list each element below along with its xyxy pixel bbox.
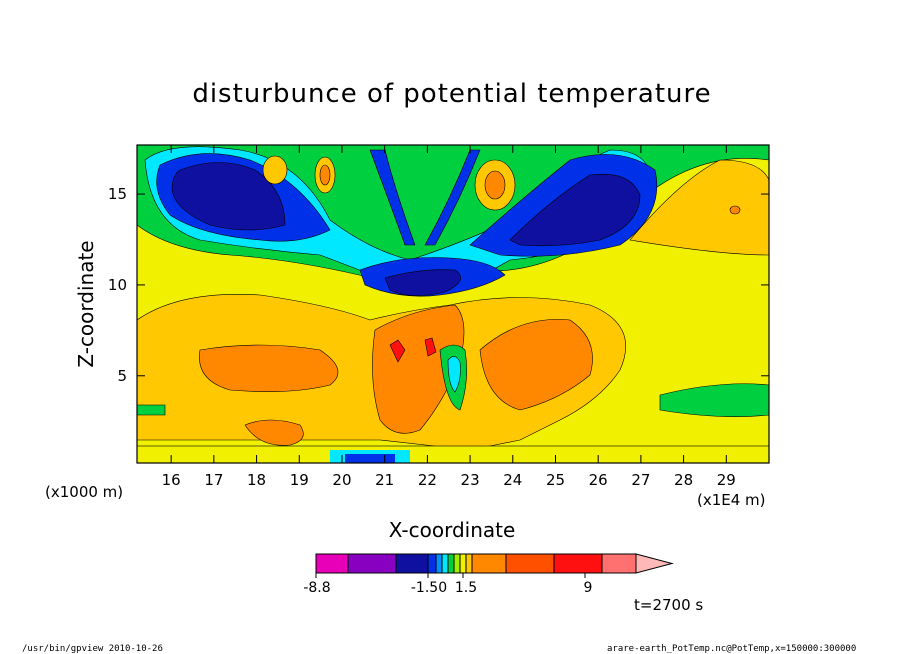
field-region <box>199 344 339 392</box>
colorbar-segment <box>435 553 443 574</box>
colorbar-tick-label: 1.5 <box>455 580 477 596</box>
field-region <box>484 170 506 200</box>
y-axis-label: Z-coordinate <box>74 240 98 367</box>
field-region <box>729 205 741 215</box>
field-region <box>137 404 166 416</box>
colorbar-segment <box>505 553 555 574</box>
x-tick-label: 21 <box>375 471 394 489</box>
colorbar-segment <box>441 553 449 574</box>
colorbar-segment <box>315 553 349 574</box>
x-unit-right: (x1E4 m) <box>697 491 766 509</box>
colorbar-tick-label: 9 <box>584 580 593 596</box>
x-tick-label: 29 <box>717 471 736 489</box>
x-tick-label: 18 <box>247 471 266 489</box>
field-region <box>319 164 331 186</box>
x-tick-label: 26 <box>589 471 608 489</box>
field-region <box>424 149 481 246</box>
field-region <box>372 304 465 434</box>
x-tick-label: 25 <box>546 471 565 489</box>
colorbar <box>315 553 674 574</box>
field-region <box>424 337 437 357</box>
colorbar-segment <box>347 553 397 574</box>
y-axis: 5 10 15 <box>108 185 769 385</box>
footer-right: arare-earth_PotTemp.nc@PotTemp,x=150000:… <box>607 644 856 654</box>
colorbar-segment <box>427 553 437 574</box>
colorbar-segment <box>471 553 507 574</box>
colorbar-segment <box>459 553 467 574</box>
field-region <box>244 419 304 446</box>
field-region <box>479 319 593 411</box>
y-tick-label: 10 <box>108 276 127 294</box>
colorbar-ticks: -8.8 -1.50 1.5 9 <box>303 573 592 596</box>
colorbar-segment <box>453 553 461 574</box>
y-tick-label: 5 <box>117 367 127 385</box>
y-tick-label: 15 <box>108 185 127 203</box>
field-region <box>389 339 406 363</box>
field-region <box>345 454 395 463</box>
x-tick-label: 19 <box>290 471 309 489</box>
footer-left: /usr/bin/gpview 2010-10-26 <box>22 644 163 654</box>
chart-title: disturbunce of potential temperature <box>192 79 711 109</box>
colorbar-segment <box>465 553 473 574</box>
field-region <box>369 149 416 246</box>
colorbar-segment <box>635 553 674 574</box>
colorbar-segment <box>447 553 455 574</box>
colorbar-tick-label: -8.8 <box>303 580 330 596</box>
field-region <box>384 269 461 296</box>
colorbar-segment <box>553 553 603 574</box>
field-region <box>509 173 641 247</box>
x-axis: 16 17 18 19 20 21 22 23 24 25 26 27 28 29 <box>162 145 736 489</box>
colorbar-segment <box>395 553 429 574</box>
x-tick-label: 23 <box>461 471 480 489</box>
x-tick-label: 17 <box>204 471 223 489</box>
field-region <box>171 162 286 231</box>
colorbar-segment <box>601 553 637 574</box>
field-region <box>447 356 461 393</box>
field-region <box>629 159 769 256</box>
x-tick-label: 20 <box>332 471 351 489</box>
plot-frame <box>136 144 770 464</box>
x-tick-label: 24 <box>503 471 522 489</box>
x-tick-label: 22 <box>418 471 437 489</box>
field-region <box>659 383 769 417</box>
x-unit-left: (x1000 m) <box>45 483 123 501</box>
x-tick-label: 27 <box>631 471 650 489</box>
x-tick-label: 16 <box>162 471 181 489</box>
field-region <box>137 445 769 463</box>
colorbar-tick-label: -1.50 <box>411 580 447 596</box>
x-tick-label: 28 <box>674 471 693 489</box>
heatmap-field <box>137 145 769 463</box>
x-axis-label: X-coordinate <box>389 518 516 542</box>
time-label: t=2700 s <box>634 596 703 614</box>
field-region <box>262 155 288 185</box>
